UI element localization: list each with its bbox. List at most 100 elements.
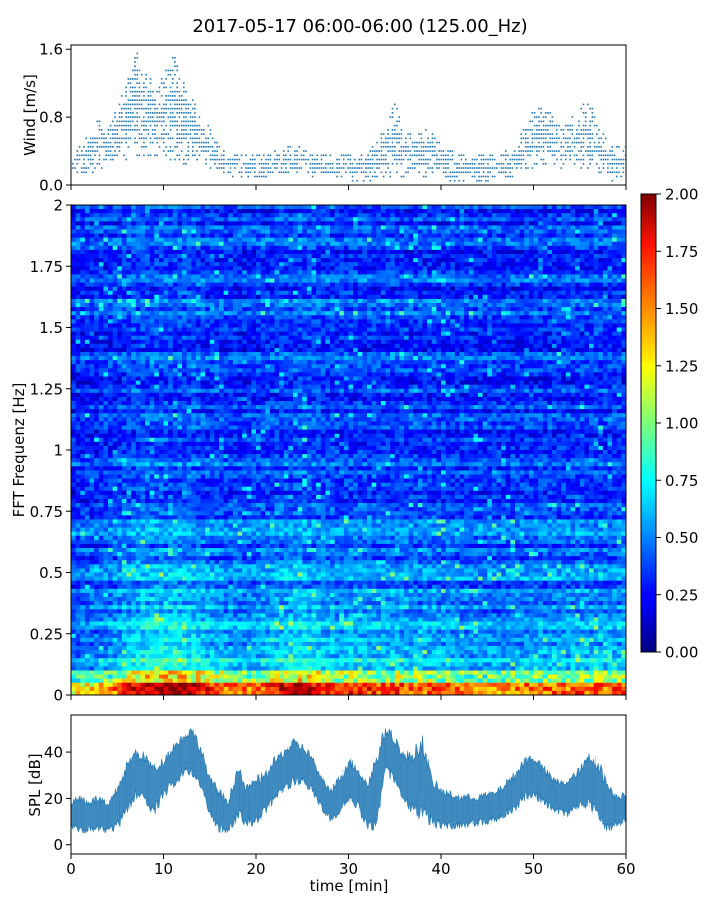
spectrogram-cell — [246, 217, 252, 222]
wind-point — [229, 171, 232, 174]
wind-point — [593, 124, 596, 127]
wind-point — [445, 158, 447, 161]
spectrogram-cell — [589, 290, 595, 296]
spectrogram-cell — [357, 303, 363, 308]
spectrogram-cell — [436, 270, 442, 275]
spectrogram-cell — [538, 294, 544, 300]
spectrogram-cell — [538, 274, 544, 279]
spectrogram-cell — [394, 282, 400, 288]
spectrogram-cell — [223, 237, 229, 243]
spectrogram-cell — [348, 217, 354, 222]
wind-point — [187, 103, 190, 106]
wind-point — [542, 133, 545, 135]
spectrogram-cell — [242, 205, 248, 210]
spectrogram-cell — [524, 229, 530, 234]
spectrogram-cell — [126, 209, 132, 214]
spectrogram-cell — [561, 270, 567, 275]
spectrogram-cell — [561, 258, 567, 263]
spectrogram-cell — [575, 315, 581, 320]
spectrogram-cell — [478, 258, 484, 263]
spectrogram-cell — [547, 225, 553, 230]
spectrogram-cell — [158, 303, 164, 308]
spectrogram-cell — [487, 286, 493, 292]
spectrogram-cell — [390, 241, 396, 247]
spectrogram-cell — [579, 298, 585, 304]
wind-point — [165, 103, 167, 106]
spectrogram-cell — [371, 217, 377, 222]
wind-point — [556, 133, 558, 135]
wind-point — [89, 162, 92, 165]
spectrogram-cell — [593, 282, 599, 288]
spectrogram-cell — [145, 311, 151, 316]
spectrogram-cell — [237, 205, 243, 210]
spectrogram-cell — [612, 270, 618, 275]
wind-point — [564, 124, 567, 127]
wind-point — [529, 129, 531, 131]
spectrogram-cell — [473, 315, 479, 320]
wind-point — [487, 175, 489, 178]
spectrogram-cell — [468, 290, 474, 296]
wind-point — [513, 154, 516, 157]
spectrogram-cell — [265, 213, 271, 218]
spectrogram-cell — [279, 258, 285, 263]
spectrogram-cell — [519, 315, 525, 320]
spectrogram-cell — [94, 307, 100, 312]
wind-point — [340, 167, 343, 169]
spectrogram-cell — [547, 303, 553, 308]
spectrogram-cell — [89, 225, 95, 230]
spectrogram-cell — [154, 303, 160, 308]
spectrogram-cell — [84, 213, 90, 218]
spectrogram-cell — [445, 274, 451, 279]
spectrogram-cell — [112, 294, 118, 300]
wind-point — [360, 154, 363, 157]
spectrogram-cell — [496, 274, 502, 279]
spectrogram-cell — [89, 233, 95, 239]
spectrogram-cell — [413, 221, 419, 226]
spectrogram-cell — [528, 286, 534, 292]
wind-point — [429, 167, 432, 169]
wind-point — [89, 154, 92, 157]
spectrogram-cell — [510, 315, 516, 320]
spectrogram-cell — [413, 315, 419, 320]
spectrogram-cell — [556, 315, 562, 320]
spectrogram-cell — [232, 286, 238, 292]
spectrogram-cell — [376, 237, 382, 243]
spectrogram-cell — [431, 315, 437, 320]
spectrogram-cell — [242, 237, 248, 243]
wind-point — [316, 167, 318, 169]
spectrogram-cell — [441, 225, 447, 230]
spectrogram-cell — [528, 209, 534, 214]
wind-point — [618, 146, 620, 148]
spectrogram-cell — [163, 298, 169, 304]
spectrogram-cell — [219, 278, 225, 283]
spectrogram-cell — [422, 225, 428, 230]
spectrogram-cell — [228, 245, 234, 251]
spectrogram-cell — [533, 311, 539, 316]
wind-point — [158, 137, 161, 140]
wind-point — [116, 129, 119, 131]
spectrogram-cell — [223, 274, 229, 279]
wind-point — [160, 82, 163, 84]
wind-point — [362, 179, 365, 182]
spectrogram-cell — [538, 278, 544, 283]
wind-point — [491, 154, 494, 157]
spectrogram-cell — [464, 270, 470, 275]
wind-point — [194, 124, 196, 127]
spectrogram-cell — [251, 274, 257, 279]
spectrogram-cell — [98, 241, 104, 247]
wind-point — [522, 158, 525, 161]
spectrogram-cell — [103, 237, 109, 243]
spectrogram-cell — [158, 262, 164, 267]
spectrogram-cell — [325, 217, 331, 222]
wind-point — [169, 129, 172, 131]
spectrogram-cell — [135, 258, 141, 263]
spectrogram-cell — [200, 290, 206, 296]
wind-point — [362, 162, 365, 165]
spectrogram-cell — [380, 274, 386, 279]
spectrogram-cell — [186, 286, 192, 292]
spectrogram-cell — [542, 262, 548, 267]
spectrogram-cell — [376, 241, 382, 247]
spectrogram-cell — [441, 209, 447, 214]
wind-point — [109, 141, 112, 144]
spectrogram-cell — [450, 278, 456, 283]
